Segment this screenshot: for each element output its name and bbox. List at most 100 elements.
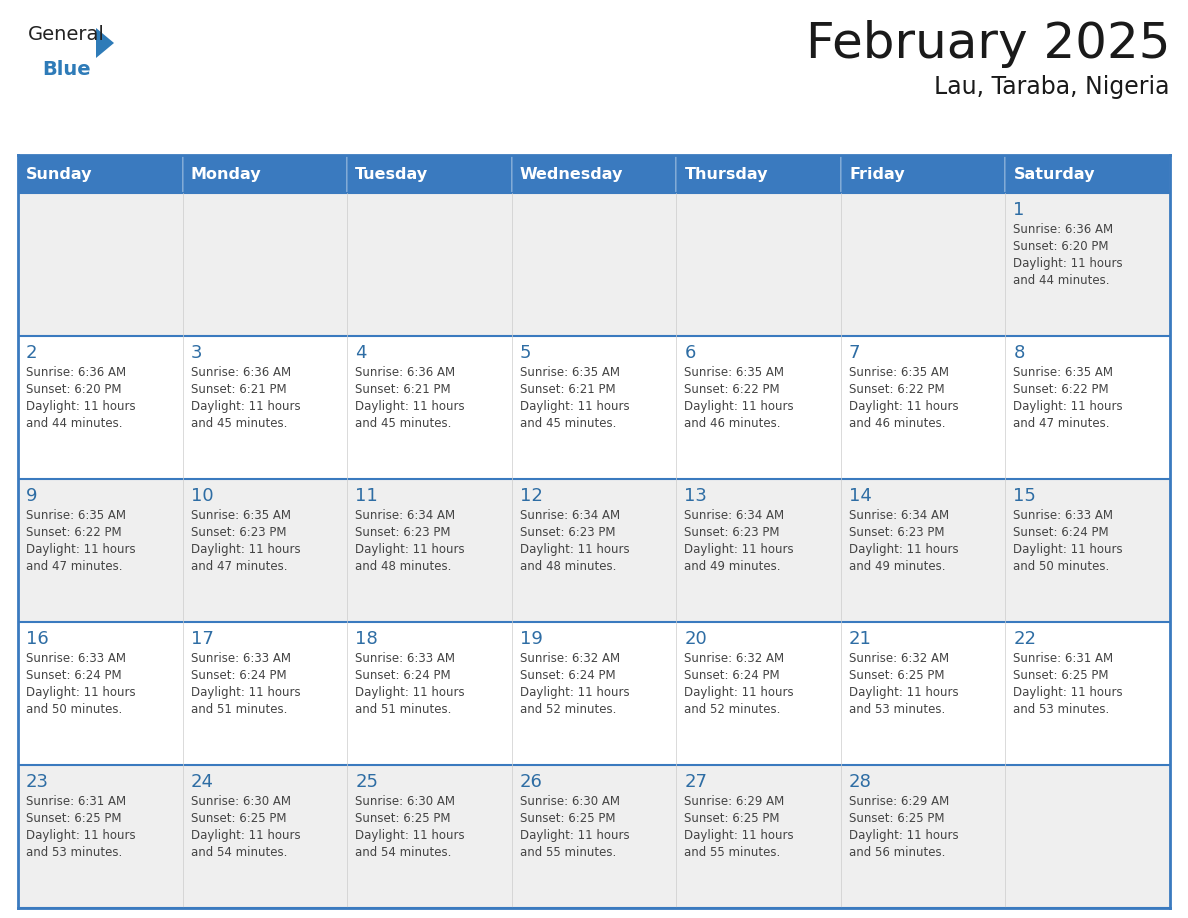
Text: Sunset: 6:25 PM: Sunset: 6:25 PM	[519, 812, 615, 825]
Text: February 2025: February 2025	[805, 20, 1170, 68]
Bar	[1005, 336, 1170, 479]
Bar	[841, 336, 1005, 479]
Text: Tuesday: Tuesday	[355, 166, 429, 182]
Text: 8: 8	[1013, 344, 1025, 362]
Text: Sunset: 6:21 PM: Sunset: 6:21 PM	[519, 383, 615, 396]
Text: and 44 minutes.: and 44 minutes.	[26, 417, 122, 430]
Text: and 56 minutes.: and 56 minutes.	[849, 846, 946, 859]
Bar	[512, 336, 676, 479]
Text: and 55 minutes.: and 55 minutes.	[519, 846, 615, 859]
Text: Sunset: 6:20 PM: Sunset: 6:20 PM	[1013, 240, 1108, 253]
Text: 13: 13	[684, 487, 707, 505]
Text: Daylight: 11 hours: Daylight: 11 hours	[849, 686, 959, 699]
Text: and 49 minutes.: and 49 minutes.	[684, 560, 781, 573]
Text: Sunrise: 6:29 AM: Sunrise: 6:29 AM	[684, 795, 784, 808]
Text: Sunset: 6:25 PM: Sunset: 6:25 PM	[190, 812, 286, 825]
Text: Sunrise: 6:33 AM: Sunrise: 6:33 AM	[26, 652, 126, 665]
Text: and 52 minutes.: and 52 minutes.	[684, 703, 781, 716]
Text: Sunrise: 6:34 AM: Sunrise: 6:34 AM	[519, 509, 620, 522]
Text: Sunrise: 6:30 AM: Sunrise: 6:30 AM	[519, 795, 620, 808]
Bar	[841, 765, 1005, 908]
Text: and 53 minutes.: and 53 minutes.	[849, 703, 946, 716]
Text: 3: 3	[190, 344, 202, 362]
Text: and 45 minutes.: and 45 minutes.	[190, 417, 287, 430]
Bar	[183, 622, 347, 765]
Text: Sunset: 6:22 PM: Sunset: 6:22 PM	[849, 383, 944, 396]
Text: and 55 minutes.: and 55 minutes.	[684, 846, 781, 859]
Text: Daylight: 11 hours: Daylight: 11 hours	[519, 686, 630, 699]
Bar	[347, 193, 512, 336]
Bar	[676, 336, 841, 479]
Text: and 54 minutes.: and 54 minutes.	[190, 846, 287, 859]
Text: Daylight: 11 hours: Daylight: 11 hours	[190, 400, 301, 413]
Text: 20: 20	[684, 630, 707, 648]
Bar	[18, 479, 183, 622]
Text: and 50 minutes.: and 50 minutes.	[1013, 560, 1110, 573]
Text: Sunset: 6:23 PM: Sunset: 6:23 PM	[684, 526, 779, 539]
Text: 28: 28	[849, 773, 872, 791]
Text: Blue: Blue	[42, 60, 90, 79]
Text: 16: 16	[26, 630, 49, 648]
Text: and 45 minutes.: and 45 minutes.	[355, 417, 451, 430]
Text: Sunrise: 6:35 AM: Sunrise: 6:35 AM	[26, 509, 126, 522]
Text: Sunrise: 6:35 AM: Sunrise: 6:35 AM	[684, 366, 784, 379]
Text: Sunset: 6:20 PM: Sunset: 6:20 PM	[26, 383, 121, 396]
Text: Daylight: 11 hours: Daylight: 11 hours	[519, 829, 630, 842]
Bar	[676, 765, 841, 908]
Text: Sunday: Sunday	[26, 166, 93, 182]
Text: Daylight: 11 hours: Daylight: 11 hours	[26, 829, 135, 842]
Bar	[1005, 155, 1170, 193]
Text: Sunrise: 6:36 AM: Sunrise: 6:36 AM	[26, 366, 126, 379]
Text: 12: 12	[519, 487, 543, 505]
Bar	[347, 765, 512, 908]
Text: Daylight: 11 hours: Daylight: 11 hours	[190, 829, 301, 842]
Bar	[512, 479, 676, 622]
Text: 14: 14	[849, 487, 872, 505]
Bar	[18, 765, 183, 908]
Text: 26: 26	[519, 773, 543, 791]
Text: Sunset: 6:22 PM: Sunset: 6:22 PM	[684, 383, 779, 396]
Text: and 46 minutes.: and 46 minutes.	[684, 417, 781, 430]
Text: Sunset: 6:25 PM: Sunset: 6:25 PM	[849, 812, 944, 825]
Text: and 47 minutes.: and 47 minutes.	[190, 560, 287, 573]
Bar	[183, 765, 347, 908]
Text: Sunrise: 6:32 AM: Sunrise: 6:32 AM	[684, 652, 784, 665]
Text: Sunrise: 6:31 AM: Sunrise: 6:31 AM	[26, 795, 126, 808]
Bar	[18, 193, 183, 336]
Text: General: General	[29, 25, 105, 44]
Text: Monday: Monday	[191, 166, 261, 182]
Text: Daylight: 11 hours: Daylight: 11 hours	[26, 686, 135, 699]
Text: Sunset: 6:25 PM: Sunset: 6:25 PM	[355, 812, 450, 825]
Text: and 53 minutes.: and 53 minutes.	[1013, 703, 1110, 716]
Bar	[347, 336, 512, 479]
Text: 15: 15	[1013, 487, 1036, 505]
Text: Daylight: 11 hours: Daylight: 11 hours	[190, 686, 301, 699]
Bar	[841, 155, 1005, 193]
Text: and 45 minutes.: and 45 minutes.	[519, 417, 617, 430]
Bar	[841, 479, 1005, 622]
Text: and 47 minutes.: and 47 minutes.	[26, 560, 122, 573]
Text: and 46 minutes.: and 46 minutes.	[849, 417, 946, 430]
Text: Sunrise: 6:33 AM: Sunrise: 6:33 AM	[1013, 509, 1113, 522]
Text: 18: 18	[355, 630, 378, 648]
Text: Daylight: 11 hours: Daylight: 11 hours	[684, 829, 794, 842]
Text: Sunrise: 6:31 AM: Sunrise: 6:31 AM	[1013, 652, 1113, 665]
Text: Sunset: 6:23 PM: Sunset: 6:23 PM	[355, 526, 450, 539]
Bar	[512, 765, 676, 908]
Bar	[18, 155, 183, 193]
Text: and 51 minutes.: and 51 minutes.	[355, 703, 451, 716]
Text: Sunrise: 6:36 AM: Sunrise: 6:36 AM	[355, 366, 455, 379]
Text: Sunset: 6:23 PM: Sunset: 6:23 PM	[190, 526, 286, 539]
Text: Sunset: 6:24 PM: Sunset: 6:24 PM	[1013, 526, 1110, 539]
Bar	[512, 193, 676, 336]
Text: Sunrise: 6:33 AM: Sunrise: 6:33 AM	[190, 652, 291, 665]
Text: and 54 minutes.: and 54 minutes.	[355, 846, 451, 859]
Text: Sunrise: 6:34 AM: Sunrise: 6:34 AM	[684, 509, 784, 522]
Text: 10: 10	[190, 487, 213, 505]
Text: 17: 17	[190, 630, 214, 648]
Text: and 49 minutes.: and 49 minutes.	[849, 560, 946, 573]
Text: Sunrise: 6:33 AM: Sunrise: 6:33 AM	[355, 652, 455, 665]
Bar	[512, 622, 676, 765]
Text: Sunset: 6:21 PM: Sunset: 6:21 PM	[355, 383, 450, 396]
Text: Sunrise: 6:35 AM: Sunrise: 6:35 AM	[519, 366, 620, 379]
